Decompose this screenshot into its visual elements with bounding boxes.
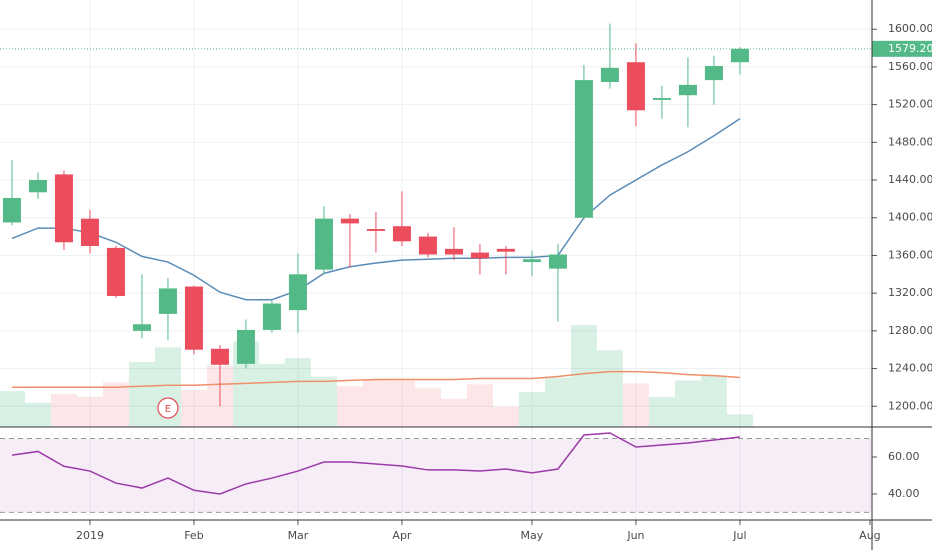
- volume-bar: [76, 396, 103, 427]
- volume-bar: [414, 388, 441, 427]
- candle-body: [2, 197, 21, 223]
- volume-bar: [544, 377, 571, 427]
- candle-body: [574, 80, 593, 218]
- y-tick-label: 1520.00: [888, 98, 932, 111]
- volume-bar: [570, 325, 597, 427]
- volume-bar: [726, 414, 753, 427]
- y-tick-label: 1480.00: [888, 135, 932, 148]
- candle-body: [496, 248, 515, 252]
- x-tick-label: Jun: [626, 529, 644, 542]
- y-tick-label: 60.00: [888, 450, 920, 463]
- volume-bar: [492, 406, 519, 427]
- candle-body: [730, 48, 749, 63]
- earnings-marker: [157, 397, 179, 419]
- volume-bar: [622, 383, 649, 427]
- y-tick-label: 1400.00: [888, 211, 932, 224]
- candle-body: [652, 98, 671, 100]
- last-price-tag: [872, 40, 932, 57]
- y-tick-label: 1320.00: [888, 286, 932, 299]
- ma-line: [11, 118, 741, 301]
- volume-bar: [24, 402, 51, 427]
- candle-body: [28, 180, 47, 193]
- y-tick-label: 1240.00: [888, 362, 932, 375]
- y-tick-label: 1280.00: [888, 324, 932, 337]
- volume-bar: [362, 379, 389, 427]
- x-tick-label: 2019: [76, 529, 104, 542]
- volume-bar: [284, 358, 311, 427]
- rsi-line: [11, 432, 741, 495]
- candle-body: [600, 67, 619, 83]
- volume-bar: [674, 380, 701, 427]
- candle-body: [80, 218, 99, 247]
- volume-bar: [50, 394, 77, 427]
- candle-body: [548, 254, 567, 269]
- candle-body: [340, 218, 359, 224]
- y-tick-label: 40.00: [888, 487, 920, 500]
- volume-bar: [258, 363, 285, 427]
- candle-body: [418, 236, 437, 255]
- y-tick-label: 1200.00: [888, 399, 932, 412]
- volume-bar: [180, 390, 207, 427]
- candle-body: [470, 252, 489, 259]
- candle-body: [626, 62, 645, 111]
- volume-bar: [700, 375, 727, 427]
- last-price-label: 1579.20: [888, 42, 932, 55]
- volume-bar: [466, 384, 493, 427]
- candle-body: [314, 218, 333, 270]
- volume-bar: [0, 391, 25, 427]
- volume-bar: [128, 361, 155, 427]
- y-tick-label: 1600.00: [888, 22, 932, 35]
- x-tick-label: Mar: [288, 529, 309, 542]
- candle-body: [106, 247, 125, 296]
- volume-bar: [336, 386, 363, 427]
- rsi-band: [0, 438, 872, 513]
- candle-body: [678, 84, 697, 96]
- candle-body: [522, 259, 541, 263]
- candle-body: [54, 174, 73, 243]
- volume-bar: [648, 396, 675, 427]
- x-tick-label: May: [521, 529, 544, 542]
- x-tick-label: Aug: [859, 529, 880, 542]
- volume-bar: [440, 398, 467, 427]
- volume-ma-line: [11, 370, 740, 388]
- candle-body: [210, 348, 229, 365]
- x-tick-label: Apr: [392, 529, 412, 542]
- candle-body: [366, 229, 385, 231]
- volume-bar: [596, 350, 623, 427]
- candle-body: [288, 274, 307, 311]
- volume-bar: [102, 382, 129, 427]
- y-tick-label: 1360.00: [888, 248, 932, 261]
- y-tick-label: 1440.00: [888, 173, 932, 186]
- y-tick-label: 1560.00: [888, 60, 932, 73]
- candle-body: [444, 248, 463, 255]
- volume-bar: [388, 380, 415, 427]
- candle-body: [184, 286, 203, 350]
- candle-body: [262, 303, 281, 330]
- candle-body: [158, 288, 177, 314]
- volume-bar: [310, 376, 337, 427]
- x-tick-label: Jul: [732, 529, 746, 542]
- earnings-label: E: [165, 404, 171, 415]
- candle-body: [236, 329, 255, 364]
- candle-body: [392, 226, 411, 242]
- x-tick-label: Feb: [184, 529, 203, 542]
- candle-body: [704, 65, 723, 81]
- volume-bar: [518, 392, 545, 427]
- candle-body: [132, 324, 151, 331]
